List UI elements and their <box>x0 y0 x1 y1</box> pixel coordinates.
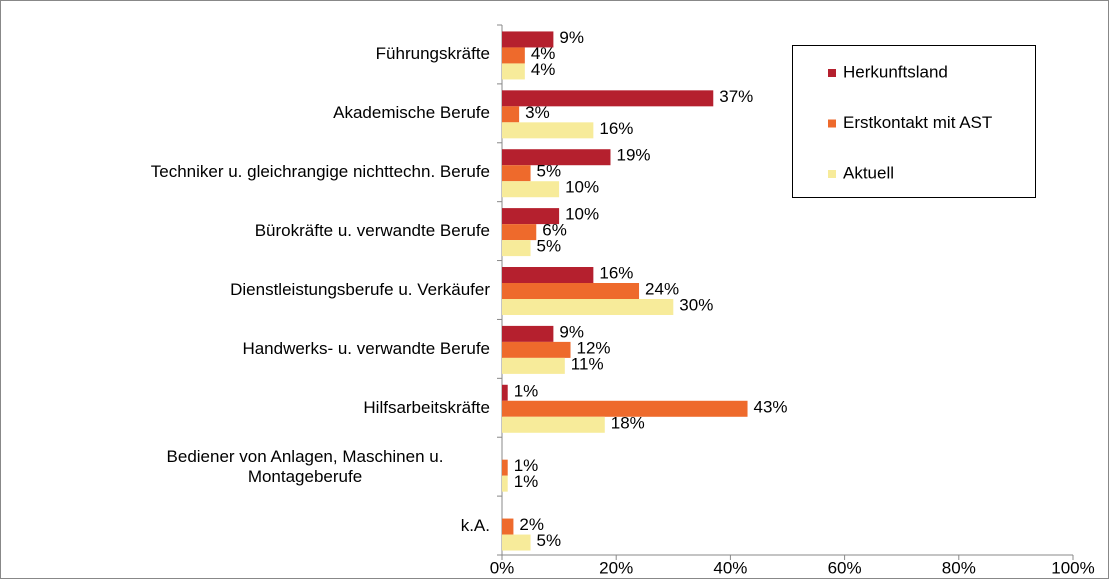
bar <box>502 208 560 225</box>
y-tick-label: Dienstleistungsberufe u. Verkäufer <box>230 280 490 299</box>
value-label: 4% <box>531 60 556 79</box>
x-tick-label: 40% <box>713 558 747 577</box>
bar <box>502 90 714 107</box>
value-label: 37% <box>719 87 753 106</box>
legend-swatch <box>828 170 836 178</box>
bar <box>502 224 537 241</box>
bar <box>502 416 605 433</box>
x-tick-label: 100% <box>1051 558 1094 577</box>
bar <box>502 181 560 198</box>
bar <box>502 165 531 182</box>
legend-label: Herkunftsland <box>843 62 948 81</box>
bar <box>502 400 748 417</box>
bar <box>502 341 571 358</box>
value-label: 9% <box>559 28 584 47</box>
y-tick-label: Techniker u. gleichrangige nichttechn. B… <box>150 162 490 182</box>
value-label: 10% <box>565 178 599 197</box>
value-label: 5% <box>537 531 562 550</box>
bar <box>502 240 531 257</box>
x-tick-label: 20% <box>599 558 633 577</box>
bar <box>502 459 508 476</box>
legend-swatch <box>828 119 836 128</box>
x-tick-label: 80% <box>942 558 976 577</box>
y-tick-label: Bediener von Anlagen, Maschinen u. Monta… <box>166 446 444 486</box>
bar <box>502 534 531 551</box>
value-label: 12% <box>577 338 611 357</box>
legend-swatch <box>828 69 836 77</box>
bar <box>502 518 514 535</box>
bar <box>502 299 674 315</box>
y-tick-label: Führungskräfte <box>375 44 490 64</box>
value-label: 16% <box>599 263 633 282</box>
y-tick-label: Akademische Berufe <box>333 103 490 123</box>
value-label: 1% <box>514 381 539 400</box>
value-label: 18% <box>611 413 645 432</box>
bar <box>502 63 525 80</box>
y-tick-label: k.A. <box>460 515 490 535</box>
value-label: 30% <box>679 295 713 314</box>
bar <box>502 31 554 48</box>
y-tick-label: Bürokräfte u. verwandte Berufe <box>254 221 490 241</box>
value-label: 6% <box>542 221 567 240</box>
value-label: 1% <box>514 456 539 475</box>
value-label: 3% <box>525 103 550 122</box>
bar <box>502 475 508 492</box>
legend-label: Aktuell <box>843 163 894 182</box>
legend-label: Erstkontakt mit AST <box>843 113 992 132</box>
bar <box>502 106 520 123</box>
value-label: 24% <box>645 279 679 298</box>
value-label: 10% <box>565 205 599 224</box>
value-label: 43% <box>754 397 788 416</box>
y-tick-label: Handwerks- u. verwandte Berufe <box>242 338 490 358</box>
value-label: 9% <box>559 322 584 341</box>
bar <box>502 47 525 64</box>
value-label: 4% <box>531 44 556 63</box>
bar <box>502 384 508 401</box>
bar <box>502 325 554 342</box>
bar <box>502 267 594 283</box>
bar <box>502 149 611 166</box>
x-tick-label: 60% <box>828 558 862 577</box>
value-label: 5% <box>537 237 562 256</box>
value-label: 2% <box>519 515 544 534</box>
value-label: 5% <box>537 162 562 181</box>
x-tick-label: 0% <box>490 558 515 577</box>
value-label: 19% <box>616 146 650 165</box>
y-tick-label: Hilfsarbeitskräfte <box>363 397 490 417</box>
value-label: 16% <box>599 119 633 138</box>
bar <box>502 122 594 139</box>
bar <box>502 283 640 299</box>
value-label: 11% <box>571 354 604 373</box>
value-label: 1% <box>514 472 539 491</box>
bar <box>502 357 565 374</box>
